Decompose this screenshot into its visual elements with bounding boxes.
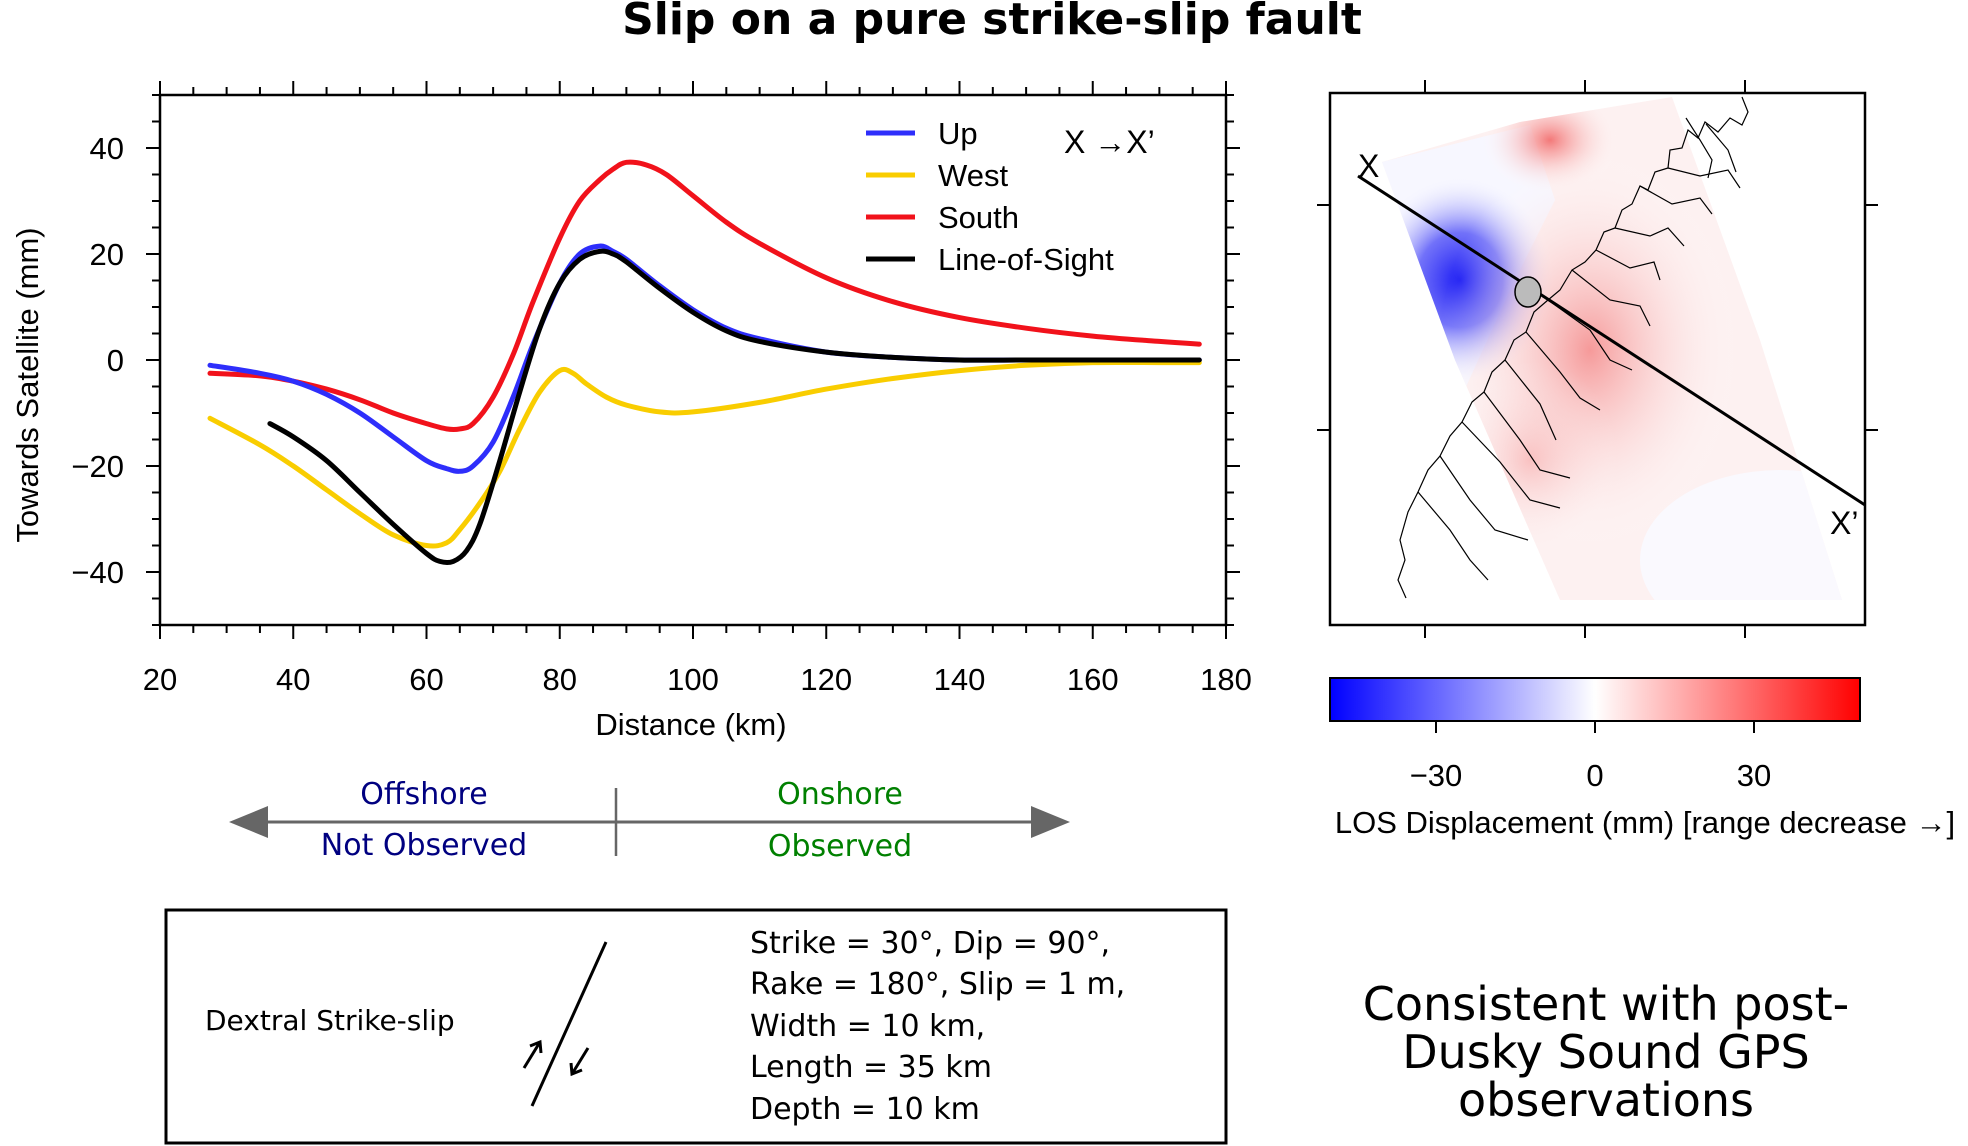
legend-label: Line-of-Sight [938, 242, 1114, 277]
colorbar-tick-label: 30 [1737, 758, 1771, 793]
x-tick-label: 60 [409, 662, 443, 697]
x-tick-label: 40 [276, 662, 310, 697]
map-ticks [1317, 80, 1878, 638]
fault-param-line-3: Width = 10 km, [750, 1009, 985, 1044]
onshore-label: Onshore [777, 777, 903, 812]
fault-parameters-box: Dextral Strike-slip Strike = 30°, Dip = … [164, 908, 1228, 1145]
colorbar-tick-label: −30 [1410, 758, 1463, 793]
x-axis-label: Distance (km) [595, 707, 786, 742]
x-tick-label: 120 [800, 662, 852, 697]
profile-end-label: X’ [1830, 505, 1858, 541]
x-tick-label: 140 [934, 662, 986, 697]
right-arrow-head [1031, 806, 1070, 838]
series-line-west [207, 359, 1202, 549]
y-axis-label: Towards Satellite (mm) [10, 227, 45, 542]
profile-start-label: X [1358, 148, 1379, 184]
y-tick-label: 0 [107, 343, 124, 378]
colorbar-ticks: −30 0 30 [1410, 721, 1771, 793]
figure-title: Slip on a pure strike-slip fault [622, 0, 1362, 45]
colorbar-label: LOS Displacement (mm) [range decrease →] [1335, 805, 1955, 840]
x-tick-label: 160 [1067, 662, 1119, 697]
y-tick-label: −20 [71, 449, 124, 484]
conclusion-line-3: observations [1458, 1073, 1754, 1127]
legend: Up West South Line-of-Sight [866, 116, 1114, 277]
x-tick-label: 20 [143, 662, 177, 697]
x-tick-labels: 20 40 60 80 100 120 140 160 180 [143, 662, 1252, 697]
profile-direction-label: X →X’ [1064, 124, 1155, 160]
map-frame [1328, 91, 1867, 627]
colorbar: −30 0 30 LOS Displacement (mm) [range decr… [1329, 677, 1955, 840]
conclusion-line-1: Consistent with post- [1363, 977, 1849, 1031]
y-tick-labels: −40 −20 0 20 40 [71, 131, 124, 590]
los-map: X X’ [1317, 80, 1878, 638]
dextral-fault-icon [522, 941, 608, 1107]
left-arrow-head [229, 806, 268, 838]
conclusion-note: Consistent with post- Dusky Sound GPS ob… [1363, 977, 1849, 1127]
conclusion-line-2: Dusky Sound GPS [1402, 1025, 1809, 1079]
series-line-line-of-sight [267, 248, 1202, 566]
x-tick-label: 180 [1200, 662, 1252, 697]
legend-label: Up [938, 116, 978, 151]
offshore-label: Offshore [360, 777, 487, 812]
fault-param-line-5: Depth = 10 km [750, 1092, 980, 1127]
fault-param-line-2: Rake = 180°, Slip = 1 m, [750, 967, 1125, 1002]
fault-param-line-4: Length = 35 km [750, 1050, 992, 1085]
series-line-south [207, 159, 1202, 433]
axis-ticks [146, 81, 1240, 639]
colorbar-gradient [1329, 677, 1861, 722]
series-lines [207, 159, 1202, 566]
fault-param-line-1: Strike = 30°, Dip = 90°, [750, 926, 1110, 961]
x-tick-label: 100 [667, 662, 719, 697]
fault-type-label: Dextral Strike-slip [205, 1004, 455, 1037]
profile-line [1357, 174, 1866, 507]
x-tick-label: 80 [543, 662, 577, 697]
legend-label: West [938, 158, 1008, 193]
coastline [1397, 96, 1749, 599]
legend-label: South [938, 200, 1019, 235]
y-tick-label: 20 [90, 237, 124, 272]
y-tick-label: −40 [71, 555, 124, 590]
los-displacement-field [1382, 97, 1842, 600]
fault-location-marker [1514, 276, 1542, 308]
colorbar-tick-label: 0 [1586, 758, 1603, 793]
profile-chart: 20 40 60 80 100 120 140 160 180 −40 −20 0 20 40 Dist… [10, 81, 1252, 742]
coverage-indicator: Offshore Not Observed Onshore Observed [229, 777, 1070, 864]
y-tick-label: 40 [90, 131, 124, 166]
observed-label: Observed [768, 829, 912, 864]
not-observed-label: Not Observed [321, 828, 527, 863]
